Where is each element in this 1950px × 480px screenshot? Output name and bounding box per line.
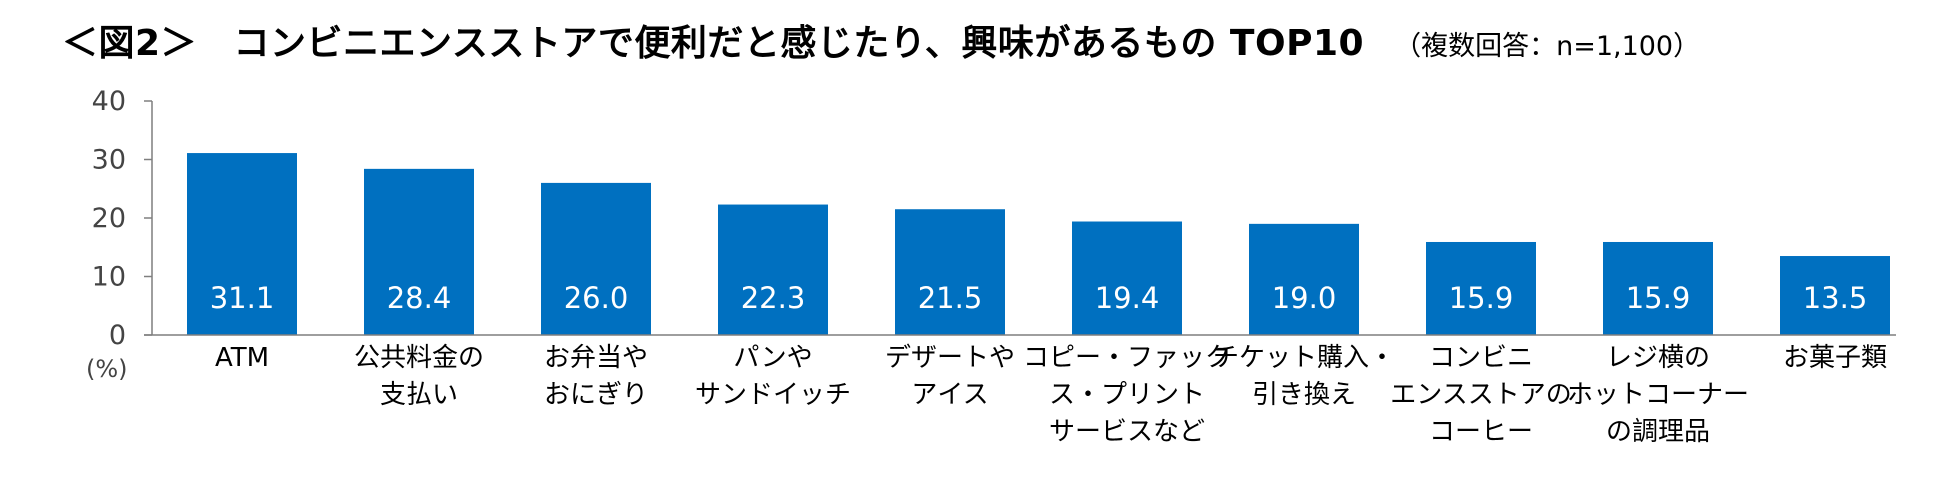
bar-value-label: 15.9: [1449, 281, 1514, 315]
chart-title: ＜図2＞ コンビニエンスストアで便利だと感じたり、興味があるもの TOP10: [62, 23, 1365, 64]
y-tick-label: 0: [109, 320, 126, 351]
category-label: パンや: [733, 343, 812, 373]
bar-value-label: 31.1: [210, 281, 275, 315]
bar-value-label: 28.4: [387, 281, 452, 315]
category-label: コンビニ: [1429, 343, 1533, 373]
category-label: エンスストアの: [1390, 380, 1571, 410]
bar: [187, 153, 297, 335]
category-label: ホットコーナー: [1567, 380, 1749, 410]
bars-group: 31.1 28.4 26.0 22.3 21.5 19.4 19.0 15.9 15.9 13.5: [187, 153, 1890, 335]
bar: [541, 182, 651, 335]
category-label: チケット購入・: [1213, 343, 1395, 373]
category-label: 引き換え: [1252, 380, 1356, 410]
bar: [1072, 221, 1182, 335]
category-label: サービスなど: [1049, 417, 1205, 447]
bar-value-label: 19.4: [1095, 281, 1160, 315]
bar-value-label: 21.5: [918, 281, 983, 315]
category-label: お弁当や: [544, 343, 648, 373]
category-label: 公共料金の: [354, 343, 484, 373]
bar: [364, 168, 474, 335]
bar: [718, 204, 828, 335]
y-tick-label: 30: [92, 145, 126, 176]
category-label: コピー・ファック: [1023, 343, 1231, 373]
category-label: アイス: [911, 380, 988, 410]
y-tick-label: 20: [92, 203, 126, 234]
y-axis-unit: (%): [86, 355, 128, 383]
chart-title-row: ＜図2＞ コンビニエンスストアで便利だと感じたり、興味があるもの TOP10 （複…: [62, 14, 1700, 66]
bar-value-label: 22.3: [741, 281, 806, 315]
bar-value-label: 13.5: [1803, 281, 1868, 315]
y-axis: 0 10 20 30 40 (%): [86, 86, 153, 383]
bar-value-label: 19.0: [1272, 281, 1337, 315]
chart-subtitle: （複数回答：n=1,100）: [1394, 31, 1701, 62]
category-label: レジ横の: [1606, 343, 1710, 373]
category-label: ス・プリント: [1049, 380, 1205, 410]
category-label: 支払い: [380, 380, 458, 410]
category-label: デザートや: [885, 343, 1015, 373]
category-label: おにぎり: [544, 380, 648, 410]
bar: [1780, 256, 1890, 335]
bar: [1603, 241, 1713, 335]
y-tick-label: 40: [92, 86, 126, 117]
bar-value-label: 26.0: [564, 281, 629, 315]
category-label: コーヒー: [1429, 417, 1533, 447]
bar: [1249, 223, 1359, 335]
bar-value-label: 15.9: [1626, 281, 1691, 315]
category-label: ATM: [215, 343, 269, 373]
bar: [895, 209, 1005, 335]
y-tick-label: 10: [92, 262, 126, 293]
category-label: の調理品: [1606, 417, 1710, 447]
bar: [1426, 241, 1536, 335]
category-label: お菓子類: [1783, 343, 1887, 373]
category-label: サンドイッチ: [695, 380, 851, 410]
